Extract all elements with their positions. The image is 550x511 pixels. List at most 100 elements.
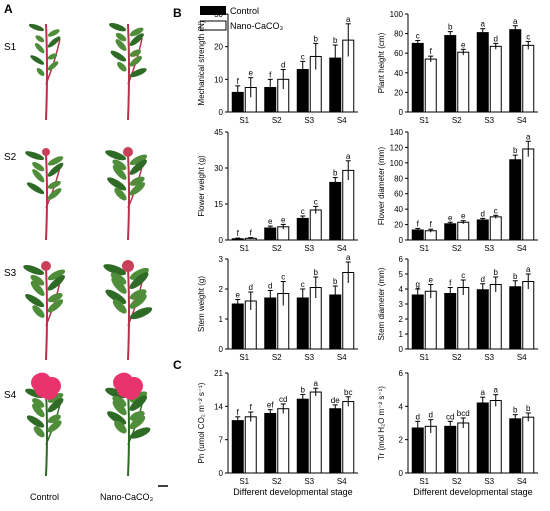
plant-leaf — [47, 188, 62, 200]
plant-stem — [127, 391, 130, 477]
fweight-y-tick-label: 15 — [214, 200, 223, 209]
sweight-significance-letter: e — [236, 291, 241, 300]
tr-bar-nano-s1 — [424, 425, 437, 474]
sdiam-significance-letter: b — [494, 268, 499, 277]
sweight-significance-letter: a — [346, 253, 351, 262]
plant-leaf — [105, 289, 127, 305]
pn-bar-control-s3 — [296, 398, 309, 474]
fdiam-y-tick-label: 120 — [390, 143, 404, 152]
tr-significance-letter: b — [513, 406, 518, 415]
mech-y-tick-label: 10 — [214, 75, 223, 84]
sdiam-bar-nano-s4 — [522, 281, 535, 350]
fdiam-significance-letter: a — [526, 132, 531, 141]
height-bar-control-s3 — [476, 32, 489, 113]
tr-x-tick-label: S4 — [517, 477, 527, 486]
mech-x-tick-label: S4 — [337, 116, 347, 125]
fweight-significance-letter: f — [250, 229, 253, 238]
sdiam-y-tick-label: 2 — [399, 315, 404, 324]
mech-x-tick-label: S2 — [272, 116, 282, 125]
flower-center — [118, 376, 138, 396]
sdiam-y-axis-label: Stem diameter (mm) — [377, 267, 386, 340]
sdiam-bar-control-s3 — [476, 289, 489, 350]
mech-significance-letter: c — [301, 52, 305, 61]
photo-column-label-control: Control — [30, 492, 60, 502]
flower-bud — [41, 261, 51, 271]
fdiam-y-tick-label: 80 — [394, 174, 403, 183]
pn-y-tick-label: 14 — [214, 402, 223, 411]
pn-bar-control-s1 — [231, 420, 244, 474]
flower-center — [36, 376, 56, 396]
mech-significance-letter: f — [269, 70, 272, 79]
height-x-tick-label: S4 — [517, 116, 527, 125]
tr-bar-control-s4 — [509, 418, 522, 474]
flower-bud — [122, 260, 134, 272]
sdiam-bar-control-s1 — [411, 294, 424, 350]
legend-label-nano: Nano-CaCO₃ — [230, 21, 284, 31]
fdiam-y-tick-label: 40 — [394, 205, 403, 214]
photo-stage-label-s1: S1 — [4, 42, 17, 53]
sdiam-y-tick-label: 3 — [399, 300, 404, 309]
sdiam-significance-letter: d — [481, 275, 485, 284]
sdiam-bar-nano-s1 — [424, 290, 437, 350]
pn-significance-letter: a — [314, 379, 319, 388]
sdiam-significance-letter: e — [429, 276, 434, 285]
tr-x-tick-label: S2 — [452, 477, 462, 486]
sweight-significance-letter: c — [301, 280, 305, 289]
sdiam-x-tick-label: S2 — [452, 353, 462, 362]
fweight-y-tick-label: 0 — [219, 236, 224, 245]
sdiam-significance-letter: g — [416, 280, 420, 289]
pn-y-tick-label: 21 — [214, 369, 223, 378]
plant-leaf — [33, 426, 45, 438]
plant-leaf — [47, 420, 62, 433]
plant-leaf — [34, 42, 45, 54]
height-bar-control-s2 — [444, 35, 457, 113]
sweight-bar-control-s2 — [264, 297, 277, 350]
pn-significance-letter: de — [331, 396, 340, 405]
sweight-x-tick-label: S2 — [272, 353, 282, 362]
sdiam-x-tick-label: S3 — [484, 353, 494, 362]
fdiam-y-axis-label: Flower diameter (mm) — [377, 147, 386, 226]
plant-control-s2 — [25, 148, 64, 241]
legend: Control Nano-CaCO₃ — [200, 6, 284, 31]
plant-nano-s2 — [105, 147, 148, 241]
sdiam-bar-control-s4 — [509, 286, 522, 350]
plant-leaf — [30, 55, 45, 65]
height-bar-nano-s4 — [522, 44, 535, 113]
plant-leaf — [47, 398, 64, 413]
tr-y-tick-label: 6 — [399, 369, 404, 378]
sdiam-significance-letter: b — [513, 272, 518, 281]
sdiam-significance-letter: a — [526, 265, 531, 274]
plant-nano-s4 — [105, 372, 151, 477]
sweight-x-tick-label: S3 — [304, 353, 314, 362]
height-significance-letter: e — [461, 40, 466, 49]
height-bar-nano-s1 — [424, 58, 437, 113]
photo-stage-label-s3: S3 — [4, 268, 17, 279]
pn-bar-nano-s2 — [277, 408, 290, 474]
pn-significance-letter: b — [301, 385, 306, 394]
fdiam-y-tick-label: 100 — [390, 159, 404, 168]
plant-leaf — [129, 272, 149, 290]
fdiam-bar-control-s2 — [444, 223, 457, 241]
height-x-tick-label: S1 — [419, 116, 429, 125]
mech-x-tick-label: S3 — [304, 116, 314, 125]
height-bar-nano-s3 — [489, 45, 502, 113]
pn-y-axis-label: Pn (umol CO₂ m⁻² s⁻¹) — [197, 382, 206, 463]
sweight-y-tick-label: 3 — [219, 255, 224, 264]
fdiam-y-tick-label: 20 — [394, 221, 403, 230]
plant-leaf — [110, 50, 127, 62]
pn-bar-control-s2 — [264, 412, 277, 474]
height-significance-letter: b — [448, 23, 453, 32]
plant-leaf — [129, 182, 146, 196]
sdiam-y-tick-label: 0 — [399, 345, 404, 354]
tr-significance-letter: d — [429, 411, 433, 420]
pn-significance-letter: cd — [279, 395, 287, 404]
height-y-tick-label: 60 — [394, 49, 403, 58]
fweight-significance-letter: b — [333, 169, 338, 178]
plant-leaf — [30, 281, 45, 296]
mech-y-axis-label: Mechanical strength (N) — [197, 20, 206, 105]
plant-leaf — [129, 415, 146, 430]
plant-leaf — [107, 411, 127, 425]
